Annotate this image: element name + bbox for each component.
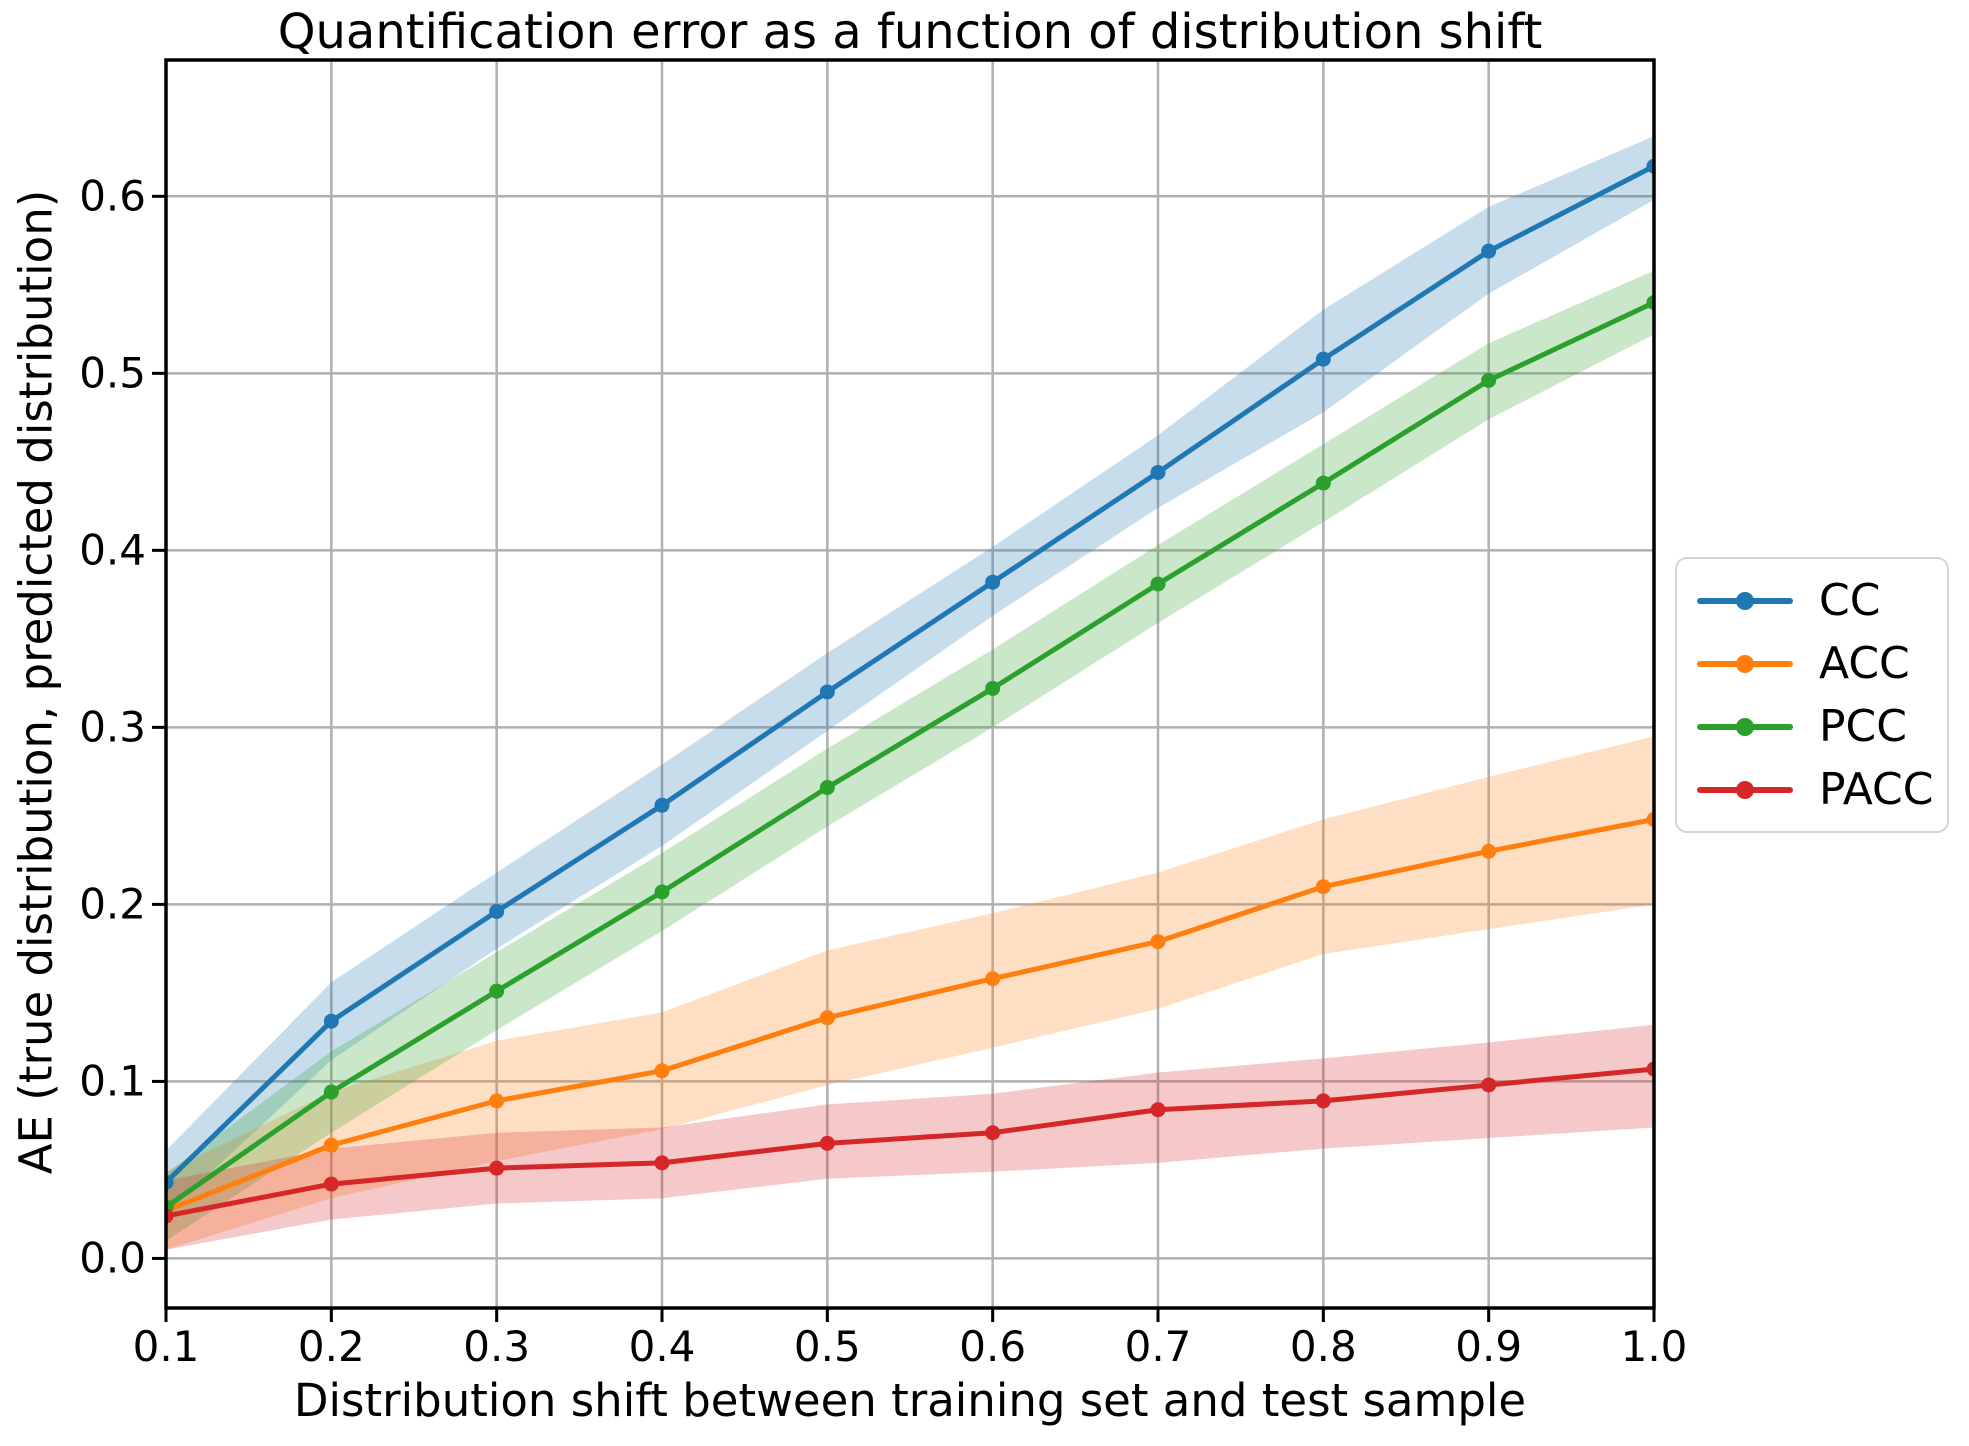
x-tick-label: 0.4	[628, 1322, 696, 1371]
legend-dot-icon	[1736, 717, 1754, 736]
legend-label: ACC	[1819, 637, 1910, 689]
legend-line-swatch	[1697, 654, 1793, 674]
x-tick-label: 0.9	[1455, 1322, 1523, 1371]
x-axis-label: Distribution shift between training set …	[293, 1374, 1527, 1427]
legend-line-swatch	[1697, 591, 1793, 611]
y-tick-label: 0.4	[79, 525, 146, 575]
band-acc	[166, 736, 1654, 1250]
tick-marks	[152, 194, 1656, 1322]
x-tick-label: 0.2	[297, 1322, 365, 1371]
x-tick-label: 0.1	[132, 1322, 200, 1371]
chart-title: Quantification error as a function of di…	[277, 4, 1543, 60]
line-acc	[166, 816, 1654, 1213]
legend-line-swatch	[1697, 780, 1793, 800]
legend: CC ACC PCC PACC	[1675, 557, 1949, 833]
x-tick-label: 0.6	[959, 1322, 1027, 1371]
line-cc	[166, 163, 1654, 1185]
legend-line-swatch	[1697, 717, 1793, 737]
markers-cc	[166, 158, 1654, 1190]
y-tick-label: 0.5	[79, 348, 146, 398]
legend-label: PACC	[1819, 763, 1934, 815]
markers-acc	[166, 811, 1654, 1219]
y-tick-label: 0.1	[79, 1056, 146, 1106]
legend-label: CC	[1819, 574, 1881, 626]
legend-item-cc: CC	[1677, 569, 1947, 632]
x-tick-label: 0.7	[1124, 1322, 1192, 1371]
legend-label: PCC	[1819, 700, 1907, 752]
band-cc	[166, 136, 1654, 1215]
legend-item-acc: ACC	[1677, 632, 1947, 695]
y-tick-label: 0.0	[79, 1233, 146, 1283]
markers-pacc	[166, 1061, 1654, 1224]
band-pcc	[166, 270, 1654, 1241]
legend-dot-icon	[1736, 591, 1754, 610]
x-tick-label: 1.0	[1620, 1322, 1688, 1371]
x-tick-label: 0.8	[1289, 1322, 1357, 1371]
y-tick-label: 0.6	[79, 171, 146, 221]
legend-item-pacc: PACC	[1677, 758, 1947, 821]
x-tick-label: 0.5	[793, 1322, 861, 1371]
line-pacc	[166, 1066, 1654, 1219]
legend-dot-icon	[1736, 780, 1754, 799]
y-tick-label: 0.2	[79, 879, 146, 929]
plot-border	[164, 58, 1656, 1310]
legend-dot-icon	[1736, 654, 1754, 673]
x-tick-label: 0.3	[463, 1322, 531, 1371]
legend-item-pcc: PCC	[1677, 695, 1947, 758]
y-tick-label: 0.3	[79, 702, 146, 752]
line-pcc	[166, 300, 1654, 1210]
markers-pcc	[166, 295, 1654, 1215]
